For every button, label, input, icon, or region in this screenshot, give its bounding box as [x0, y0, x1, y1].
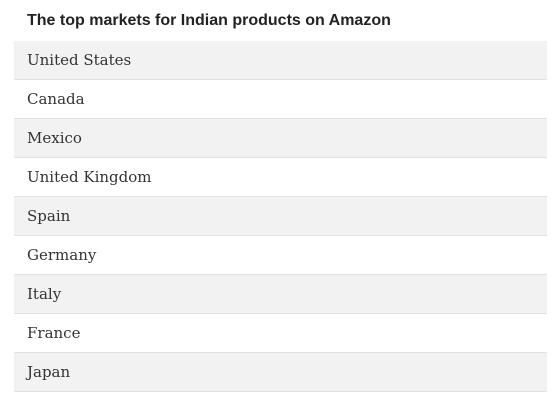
- table-row: Mexico: [14, 119, 547, 158]
- table-row: United States: [14, 41, 547, 80]
- table-row: Canada: [14, 80, 547, 119]
- table-row: France: [14, 314, 547, 353]
- table-row: Germany: [14, 236, 547, 275]
- table-row: United Kingdom: [14, 158, 547, 197]
- table-row: Japan: [14, 353, 547, 392]
- table-body: United States Canada Mexico United Kingd…: [14, 41, 547, 392]
- table-row: Spain: [14, 197, 547, 236]
- table-row: Italy: [14, 275, 547, 314]
- table-title: The top markets for Indian products on A…: [27, 12, 391, 29]
- markets-table: The top markets for Indian products on A…: [14, 0, 547, 392]
